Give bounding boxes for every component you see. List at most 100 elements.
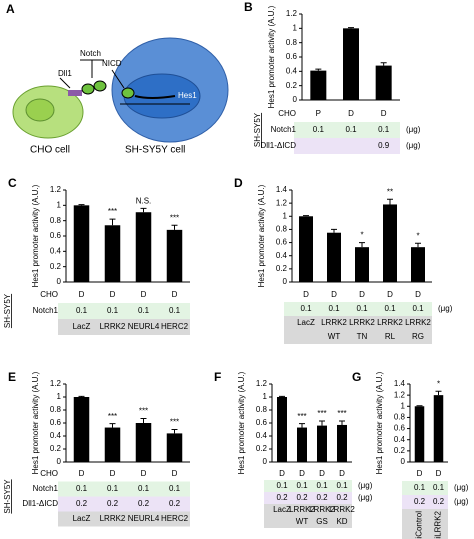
error-bar (78, 204, 85, 206)
table-row-bg (58, 511, 190, 527)
table-cell: D (110, 290, 116, 299)
table-cell: LacZ (73, 322, 91, 331)
y-tick-label: 0.6 (50, 231, 62, 240)
significance-label: *** (317, 409, 326, 418)
bar (277, 397, 287, 462)
table-row-bg (264, 516, 352, 528)
y-tick-label: 0.4 (50, 246, 62, 255)
table-cell: GS (316, 517, 328, 526)
y-tick-label: 0.6 (256, 418, 268, 427)
table-cell: D (319, 469, 325, 478)
significance-label: *** (170, 213, 179, 222)
bar (355, 247, 369, 282)
nicd-label: NICD (102, 59, 122, 68)
row-label: CHO (40, 469, 58, 478)
table-cell: D (436, 469, 442, 478)
unit-label: (μg) (406, 141, 421, 150)
unit-label: (μg) (358, 493, 373, 502)
error-bar (140, 417, 147, 423)
panel-label: G (352, 370, 361, 384)
bar (411, 247, 425, 282)
table-cell: 0.2 (316, 493, 328, 502)
arrow (134, 95, 176, 99)
error-bar (109, 218, 116, 226)
bar (310, 70, 327, 100)
error-bar (415, 242, 421, 248)
y-tick-label: 1 (263, 392, 268, 401)
row-label: CHO (40, 290, 58, 299)
y-tick-label: 0.6 (286, 52, 298, 61)
y-tick-label: 0 (57, 457, 62, 466)
panel-label: F (214, 370, 221, 384)
y-tick-label: 1 (57, 392, 62, 401)
y-tick-label: 0 (293, 95, 298, 104)
y-tick-label: 1.4 (394, 379, 406, 388)
error-bar (109, 423, 116, 428)
table-row-bg (58, 303, 190, 319)
table-row-bg (284, 330, 432, 344)
table-cell: D (331, 290, 337, 299)
table-row-bg (284, 302, 432, 316)
y-tick-label: 0 (57, 277, 62, 286)
y-tick-label: 1.2 (276, 198, 288, 207)
table-cell: LRRK2 (100, 322, 126, 331)
cho-nucleus (25, 98, 55, 122)
table-row-bg (284, 316, 432, 330)
cell-line-label: SH-SY5Y (253, 112, 262, 147)
y-axis-label: Hes1 promoter activity (A.U.) (257, 184, 266, 287)
row-label: Notch1 (271, 125, 297, 134)
y-tick-label: 1 (283, 211, 288, 220)
table-cell: 0.9 (378, 141, 390, 150)
table-cell: 0.1 (345, 125, 357, 134)
table-cell: 0.1 (378, 125, 390, 134)
table-cell: D (172, 290, 178, 299)
significance-label: * (416, 231, 419, 240)
table-cell: 0.1 (276, 481, 288, 490)
y-tick-label: 0.4 (286, 66, 298, 75)
table-cell: 0.2 (138, 499, 150, 508)
table-cell: 0.1 (107, 484, 119, 493)
panel-label: B (244, 0, 253, 14)
table-cell: 0.1 (107, 306, 119, 315)
y-tick-label: 0.8 (256, 405, 268, 414)
bar (433, 395, 444, 462)
table-cell: D (381, 109, 387, 118)
table-cell: 0.1 (313, 125, 325, 134)
table-row-bg (58, 496, 190, 512)
bar (337, 424, 347, 462)
y-tick-label: 1.4 (276, 185, 288, 194)
y-tick-label: 0.4 (394, 435, 406, 444)
table-cell: 0.1 (76, 484, 88, 493)
pointer (59, 59, 104, 89)
y-tick-label: 1.2 (394, 390, 406, 399)
significance-label: *** (170, 418, 179, 427)
shsy5y-cell-label: SH-SY5Y cell (125, 145, 185, 156)
table-cell: 0.1 (356, 304, 368, 313)
error-bar (380, 62, 387, 66)
table-cell: 0.1 (384, 304, 396, 313)
y-tick-label: 0.8 (276, 225, 288, 234)
table-cell: 0.2 (296, 493, 308, 502)
y-tick-label: 0.2 (276, 264, 288, 273)
bar (135, 212, 152, 282)
table-cell: 0.2 (107, 499, 119, 508)
table-cell: D (299, 469, 305, 478)
bar (297, 427, 307, 462)
table-cell: LRRK2 (321, 318, 347, 327)
y-tick-label: 0.8 (50, 405, 62, 414)
y-tick-label: 0.2 (50, 444, 62, 453)
nicd-shape (121, 87, 135, 99)
panel-label: E (8, 370, 16, 384)
y-tick-label: 0.2 (256, 444, 268, 453)
error-bar (348, 27, 354, 29)
row-label: Dll1-ΔICD (22, 499, 58, 508)
table-cell: 0.1 (296, 481, 308, 490)
y-tick-label: 0.8 (286, 38, 298, 47)
table-cell: WT (328, 332, 341, 341)
table-row-bg (58, 481, 190, 497)
table-cell: 0.2 (414, 497, 426, 506)
bar (414, 406, 425, 462)
y-tick-label: 0.4 (50, 431, 62, 440)
y-tick-label: 0.2 (394, 446, 406, 455)
table-row-bg (264, 492, 352, 504)
